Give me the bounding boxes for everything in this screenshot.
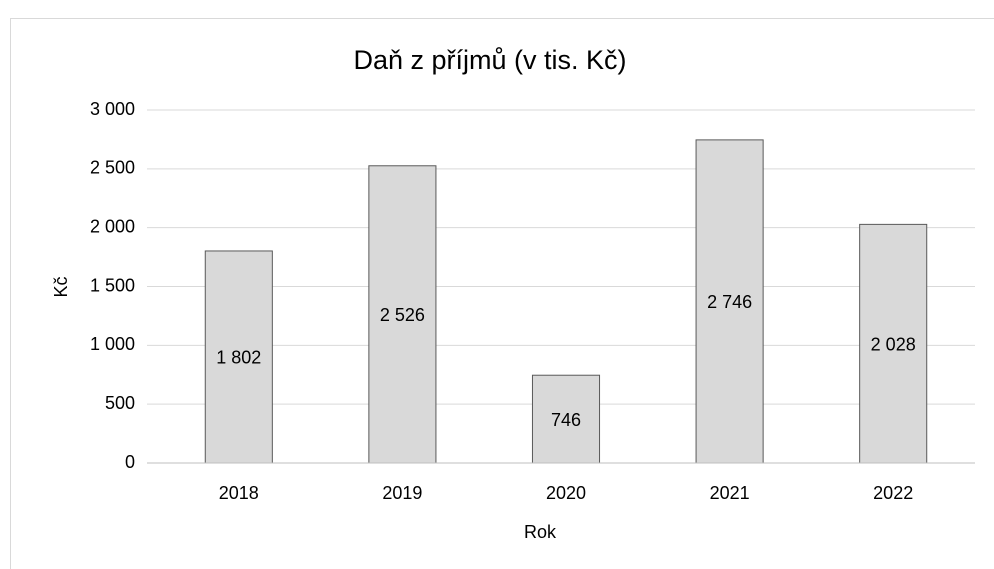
bar — [531, 374, 601, 464]
x-tick-label: 2021 — [710, 483, 750, 503]
chart-title: Daň z příjmů (v tis. Kč) — [353, 45, 626, 75]
y-tick-label: 500 — [105, 393, 135, 413]
data-label: 2 746 — [707, 292, 752, 312]
y-tick-label: 0 — [125, 452, 135, 472]
x-tick-label: 2022 — [873, 483, 913, 503]
bar — [368, 165, 437, 464]
bar — [859, 223, 928, 464]
data-label: 746 — [551, 410, 581, 430]
y-tick-label: 1 000 — [90, 334, 135, 354]
x-tick-label: 2019 — [382, 483, 422, 503]
data-label: 1 802 — [216, 348, 261, 368]
y-tick-label: 2 000 — [90, 216, 135, 236]
y-tick-label: 2 500 — [90, 158, 135, 178]
chart-border — [10, 18, 994, 569]
x-tick-label: 2018 — [219, 483, 259, 503]
x-axis-label: Rok — [524, 522, 557, 542]
x-tick-label: 2020 — [546, 483, 586, 503]
y-tick-label: 3 000 — [90, 99, 135, 119]
data-label: 2 526 — [380, 305, 425, 325]
data-label: 2 028 — [871, 334, 916, 354]
y-axis-label: Kč — [51, 276, 71, 297]
y-tick-label: 1 500 — [90, 275, 135, 295]
bar — [695, 139, 764, 464]
